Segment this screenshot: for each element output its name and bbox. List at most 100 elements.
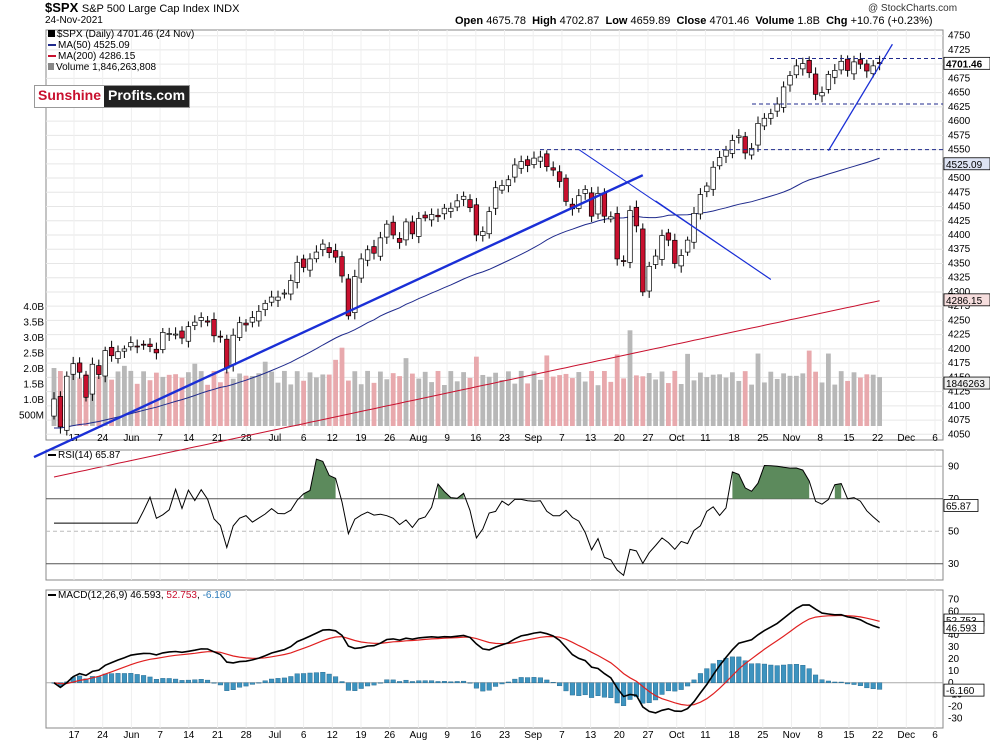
macd-tick-label: 40 [948,630,960,641]
macd-histogram-bar [576,682,582,696]
candle-body [384,223,390,238]
macd-histogram-bar [109,673,115,683]
x-tick-label: Aug [410,730,428,741]
rsi-overbought-fill [303,459,336,499]
macd-histogram-bar [422,680,428,683]
candle-body [166,333,172,335]
price-tag-box [943,56,990,70]
macd-histogram-bar [493,682,499,687]
macd-histogram-bar [544,679,550,683]
price-tag-box [943,376,990,390]
x-tick-label: Aug [410,433,428,444]
macd-histogram-bar [531,677,537,683]
macd-tick-label: 30 [948,642,960,653]
candle-body [320,243,326,251]
x-tick-label: 7 [559,433,565,444]
volume-bar [320,374,326,426]
volume-bar [666,383,671,426]
x-tick-label: 9 [444,730,450,741]
volume-bar [224,371,230,426]
chart-date: 24-Nov-2021 [45,15,103,26]
x-tick-label: 22 [872,433,884,444]
rsi-title: RSI(14) 65.87 [48,450,120,461]
candle-body [601,192,608,217]
x-tick-label: Jun [123,433,139,444]
volume-bar [678,384,684,426]
volume-bar [77,378,82,426]
price-tick-label: 4475 [948,187,971,198]
candle-body [294,261,300,283]
candle-body [76,362,83,373]
macd-histogram-bar [416,680,422,683]
candle-body [697,194,704,215]
x-tick-label: 15 [843,730,855,741]
macd-histogram-bar [537,677,543,683]
candle-body [326,247,332,254]
x-tick-label: 19 [355,433,367,444]
x-tick-label: 8 [817,433,823,444]
candle-body [678,255,684,267]
candle-body [876,62,883,64]
volume-bar [672,370,678,426]
x-tick-label: 23 [499,730,511,741]
macd-histogram-bar [371,682,377,686]
x-tick-label: Oct [669,730,685,741]
macd-histogram-bar [333,676,339,683]
volume-tick-label: 4.0B [23,302,44,313]
volume-bar [480,374,486,426]
legend-volume: Volume 1,846,263,808 [48,62,194,73]
x-tick-label: 28 [241,730,253,741]
x-tick-label: 27 [642,730,654,741]
volume-bar [429,382,434,426]
candle-body [416,218,422,237]
volume-bar [205,384,210,426]
macd-histogram-bar [397,681,403,683]
candle-body [608,216,614,220]
macd-histogram-bar [851,682,857,685]
ma50-line [54,157,880,429]
candle-body [512,164,518,178]
macd-histogram-bar [384,679,390,683]
x-tick-label: 23 [499,433,511,444]
volume-bar [832,384,838,426]
candle-body [371,246,377,254]
trendline-uptrend [33,174,644,459]
macd-histogram-bar [429,680,435,683]
candle-body [723,149,729,157]
macd-histogram-bar [115,673,121,683]
candle-body [729,140,736,154]
volume-bar [717,374,722,426]
candle-body [844,58,851,71]
candle-body [64,375,70,431]
candle-body [96,365,102,375]
macd-histogram-bar [320,672,326,683]
volume-bar [122,365,127,426]
macd-histogram-bar [518,677,524,683]
volume-bar [166,374,172,426]
x-tick-label: 25 [757,433,769,444]
volume-bar [685,353,690,426]
macd-histogram-bar [89,676,95,683]
x-tick-label: Nov [783,730,801,741]
volume-bar [275,382,281,426]
index-name: S&P 500 Large Cap Index [81,3,210,15]
x-tick-label: 26 [384,730,396,741]
volume-bar [358,384,364,426]
macd-tick-label: 10 [948,666,960,677]
candle-body [192,321,198,326]
volume-bar [608,381,614,426]
candle-icon [48,30,55,37]
volume-bar [723,377,729,426]
price-tick-label: 4375 [948,244,971,255]
volume-bar [858,377,863,426]
volume-bar [454,381,460,426]
candle-body [422,214,428,219]
candle-body [588,192,595,217]
candle-body [179,330,185,339]
volume-bar [474,356,479,426]
x-tick-label: Nov [783,433,801,444]
macd-histogram-bar [409,681,415,683]
price-tag: 1846263 [943,376,990,390]
volume-bar [416,378,422,426]
price-tag-label: 4701.46 [946,59,983,70]
